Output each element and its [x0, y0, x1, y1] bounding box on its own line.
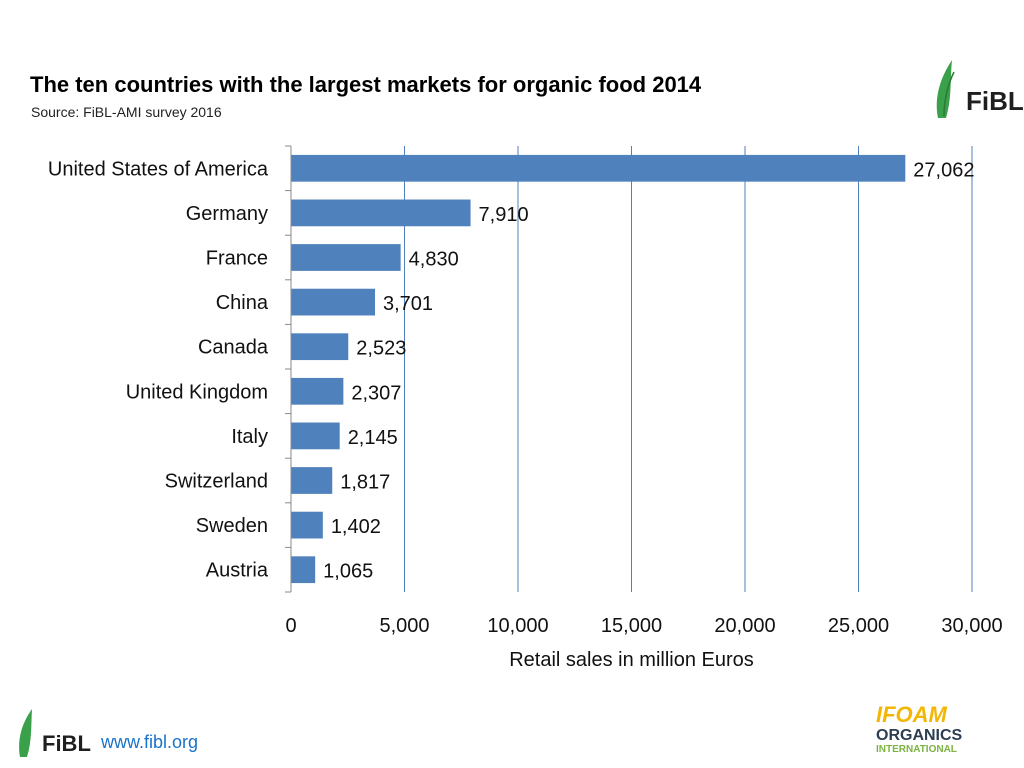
chart-source: Source: FiBL-AMI survey 2016 — [31, 104, 222, 120]
category-label: Sweden — [196, 515, 268, 537]
fibl-website-link[interactable]: www.fibl.org — [101, 732, 199, 752]
bar — [291, 244, 401, 271]
category-label: Germany — [186, 203, 268, 225]
category-labels: United States of America Germany France Chi… — [48, 158, 269, 581]
value-label: 1,065 — [323, 561, 373, 583]
value-label: 1,817 — [340, 472, 390, 494]
bar — [291, 556, 316, 584]
bar — [291, 377, 344, 405]
x-tick-label: 25,000 — [828, 615, 889, 637]
x-tick-label: 20,000 — [714, 615, 775, 637]
category-label: United States of America — [48, 158, 269, 180]
category-label: Italy — [231, 426, 268, 448]
x-tick-label: 30,000 — [941, 615, 1002, 637]
bar — [291, 288, 376, 316]
bar — [291, 154, 906, 182]
value-label: 27,062 — [913, 159, 974, 181]
category-label: Austria — [206, 560, 269, 582]
leaf-icon — [936, 60, 952, 118]
ifoam-international: INTERNATIONAL — [876, 744, 957, 755]
bar — [291, 511, 323, 539]
value-labels: 27,062 7,910 4,830 3,701 2,523 2,307 2,145 1,81… — [323, 159, 974, 582]
category-label: United Kingdom — [126, 381, 268, 403]
chart-title: The ten countries with the largest marke… — [30, 72, 702, 97]
value-label: 3,701 — [383, 293, 433, 315]
value-label: 2,145 — [348, 427, 398, 449]
value-label: 1,402 — [331, 516, 381, 538]
x-axis-label: Retail sales in million Euros — [509, 649, 754, 671]
bars — [291, 154, 906, 584]
leaf-icon — [19, 709, 32, 757]
bar — [291, 422, 340, 450]
x-tick-labels: 0 5,000 10,000 15,000 20,000 25,000 30,000 — [285, 615, 1002, 637]
value-label: 7,910 — [479, 204, 529, 226]
x-tick-label: 10,000 — [487, 615, 548, 637]
bar — [291, 333, 349, 361]
value-label: 2,307 — [351, 382, 401, 404]
x-tick-label: 0 — [285, 615, 296, 637]
bar — [291, 467, 333, 494]
value-label: 2,523 — [356, 338, 406, 360]
bar — [291, 199, 471, 227]
fibl-logo-bottom: FiBL — [19, 709, 91, 757]
ifoam-organics: ORGANICS — [876, 727, 963, 744]
fibl-logo-top: FiBL — [936, 60, 1024, 118]
bar-chart: United States of America Germany France Chi… — [48, 145, 1003, 671]
value-label: 4,830 — [409, 249, 459, 271]
x-tick-label: 15,000 — [601, 615, 662, 637]
x-tick-label: 5,000 — [379, 615, 429, 637]
ifoam-wordmark: IFOAM — [876, 702, 948, 727]
category-label: France — [206, 248, 268, 270]
category-label: Canada — [198, 337, 269, 359]
ifoam-logo: IFOAM ORGANICS INTERNATIONAL — [876, 702, 963, 755]
fibl-wordmark-small: FiBL — [42, 731, 91, 756]
category-label: Switzerland — [165, 471, 268, 493]
category-label: China — [216, 292, 269, 314]
fibl-wordmark: FiBL — [966, 86, 1024, 116]
